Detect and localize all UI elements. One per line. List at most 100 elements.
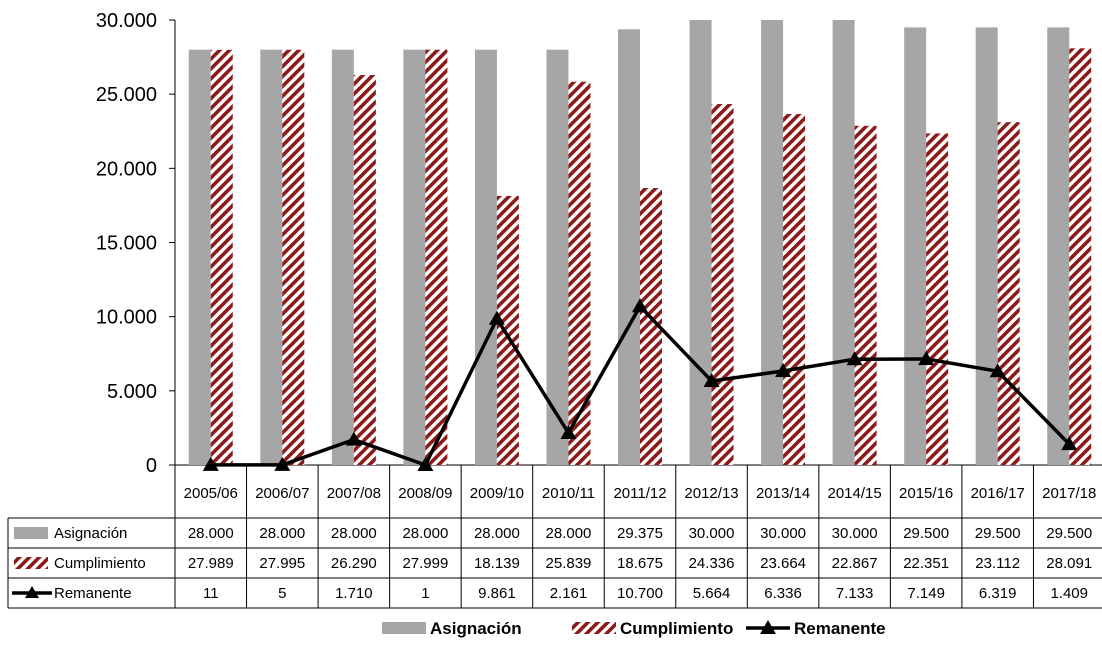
table-cell: 29.500 bbox=[903, 525, 949, 542]
table-key-asignacion bbox=[14, 527, 48, 539]
legend-label-cumplimiento: Cumplimiento bbox=[620, 619, 733, 638]
x-tick-label: 2017/18 bbox=[1042, 485, 1096, 502]
bar-asignacion bbox=[761, 20, 784, 465]
point-remanente bbox=[274, 456, 291, 471]
table-cell: 5 bbox=[278, 585, 286, 602]
table-cell: 28.000 bbox=[546, 525, 592, 542]
table-cell: 9.861 bbox=[478, 585, 516, 602]
x-tick-label: 2015/16 bbox=[899, 485, 953, 502]
bar-cumplimiento bbox=[926, 133, 949, 466]
bar-cumplimiento bbox=[282, 49, 305, 465]
table-cell: 10.700 bbox=[617, 585, 663, 602]
table-cell: 27.999 bbox=[402, 555, 448, 572]
table-cell: 30.000 bbox=[760, 525, 806, 542]
table-cell: 23.112 bbox=[975, 555, 1020, 572]
bar-asignacion bbox=[618, 29, 640, 465]
table-cell: 28.000 bbox=[331, 525, 377, 542]
table-cell: 6.336 bbox=[764, 585, 802, 602]
x-tick-label: 2007/08 bbox=[327, 485, 381, 502]
table-cell: 28.000 bbox=[259, 525, 305, 542]
bar-asignacion bbox=[832, 20, 855, 465]
x-tick-label: 2009/10 bbox=[470, 485, 524, 502]
table-cell: 29.500 bbox=[975, 525, 1021, 542]
bar-cumplimiento bbox=[854, 125, 877, 466]
table-cell: 29.500 bbox=[1046, 525, 1092, 542]
table-cell: 2.161 bbox=[550, 585, 588, 602]
point-remanente bbox=[632, 298, 648, 313]
table-cell: 7.133 bbox=[836, 585, 874, 602]
table-cell: 23.664 bbox=[760, 555, 806, 572]
x-tick-label: 2006/07 bbox=[255, 485, 309, 502]
point-remanente bbox=[417, 456, 434, 471]
legend-key-remanente-marker bbox=[760, 620, 776, 634]
table-row-label: Remanente bbox=[54, 585, 132, 602]
bar-cumplimiento bbox=[210, 49, 233, 465]
point-remanente bbox=[703, 372, 720, 387]
table-cell: 22.351 bbox=[903, 555, 949, 572]
legend-label-asignacion: Asignación bbox=[430, 619, 522, 638]
bar-asignacion bbox=[689, 20, 712, 465]
bar-cumplimiento bbox=[353, 75, 376, 465]
x-tick-label: 2011/12 bbox=[613, 485, 666, 502]
bar-asignacion bbox=[331, 49, 354, 466]
table-cell: 1.409 bbox=[1050, 585, 1088, 602]
y-tick-label: 30.000 bbox=[96, 10, 157, 32]
table-cell: 5.664 bbox=[693, 585, 731, 602]
table-cell: 28.000 bbox=[474, 525, 520, 542]
x-tick-label: 2012/13 bbox=[684, 485, 738, 502]
legend-key-asignacion bbox=[382, 622, 426, 634]
point-remanente bbox=[1061, 436, 1078, 451]
table-cell: 1.710 bbox=[335, 585, 373, 602]
bar-cumplimiento bbox=[997, 122, 1020, 465]
table-cell: 18.675 bbox=[617, 555, 663, 572]
x-tick-label: 2014/15 bbox=[827, 485, 881, 502]
table-key-cumplimiento bbox=[14, 557, 48, 569]
x-tick-label: 2013/14 bbox=[756, 485, 810, 502]
point-remanente bbox=[560, 424, 577, 439]
bar-asignacion bbox=[260, 49, 283, 466]
table-cell: 27.989 bbox=[188, 555, 234, 572]
x-tick-label: 2005/06 bbox=[184, 485, 238, 502]
bar-asignacion bbox=[188, 49, 211, 466]
table-cell: 28.000 bbox=[402, 525, 448, 542]
bar-cumplimiento bbox=[568, 81, 591, 465]
table-cell: 28.091 bbox=[1046, 555, 1092, 572]
point-remanente bbox=[345, 431, 362, 446]
bar-cumplimiento bbox=[496, 195, 519, 465]
y-tick-label: 10.000 bbox=[96, 307, 157, 329]
bar-cumplimiento bbox=[1069, 48, 1092, 465]
y-tick-label: 5.000 bbox=[107, 381, 157, 403]
table-key-remanente-marker bbox=[25, 586, 39, 598]
table-cell: 18.139 bbox=[474, 555, 520, 572]
bar-asignacion bbox=[546, 49, 569, 466]
table-cell: 29.375 bbox=[617, 525, 663, 542]
table-cell: 30.000 bbox=[689, 525, 735, 542]
table-cell: 11 bbox=[203, 585, 219, 602]
bar-asignacion bbox=[975, 27, 998, 466]
point-remanente bbox=[846, 351, 863, 366]
table-cell: 24.336 bbox=[689, 555, 735, 572]
table-cell: 27.995 bbox=[259, 555, 305, 572]
bar-cumplimiento bbox=[640, 187, 662, 466]
bar-asignacion bbox=[904, 27, 927, 466]
x-tick-label: 2010/11 bbox=[542, 485, 595, 502]
point-remanente bbox=[775, 363, 792, 378]
point-remanente bbox=[918, 350, 935, 365]
bar-asignacion bbox=[474, 49, 497, 466]
x-tick-label: 2008/09 bbox=[398, 485, 452, 502]
y-tick-label: 20.000 bbox=[96, 158, 157, 180]
y-tick-label: 25.000 bbox=[96, 84, 157, 106]
bar-cumplimiento bbox=[711, 104, 734, 466]
bar-cumplimiento bbox=[425, 49, 448, 466]
legend-key-cumplimiento bbox=[572, 622, 616, 634]
table-cell: 28.000 bbox=[188, 525, 234, 542]
point-remanente bbox=[989, 363, 1006, 378]
y-tick-label: 0 bbox=[146, 455, 157, 477]
table-cell: 7.149 bbox=[907, 585, 945, 602]
x-tick-label: 2016/17 bbox=[971, 485, 1025, 502]
table-cell: 26.290 bbox=[331, 555, 377, 572]
point-remanente bbox=[202, 456, 219, 471]
table-row-label: Cumplimiento bbox=[54, 555, 146, 572]
